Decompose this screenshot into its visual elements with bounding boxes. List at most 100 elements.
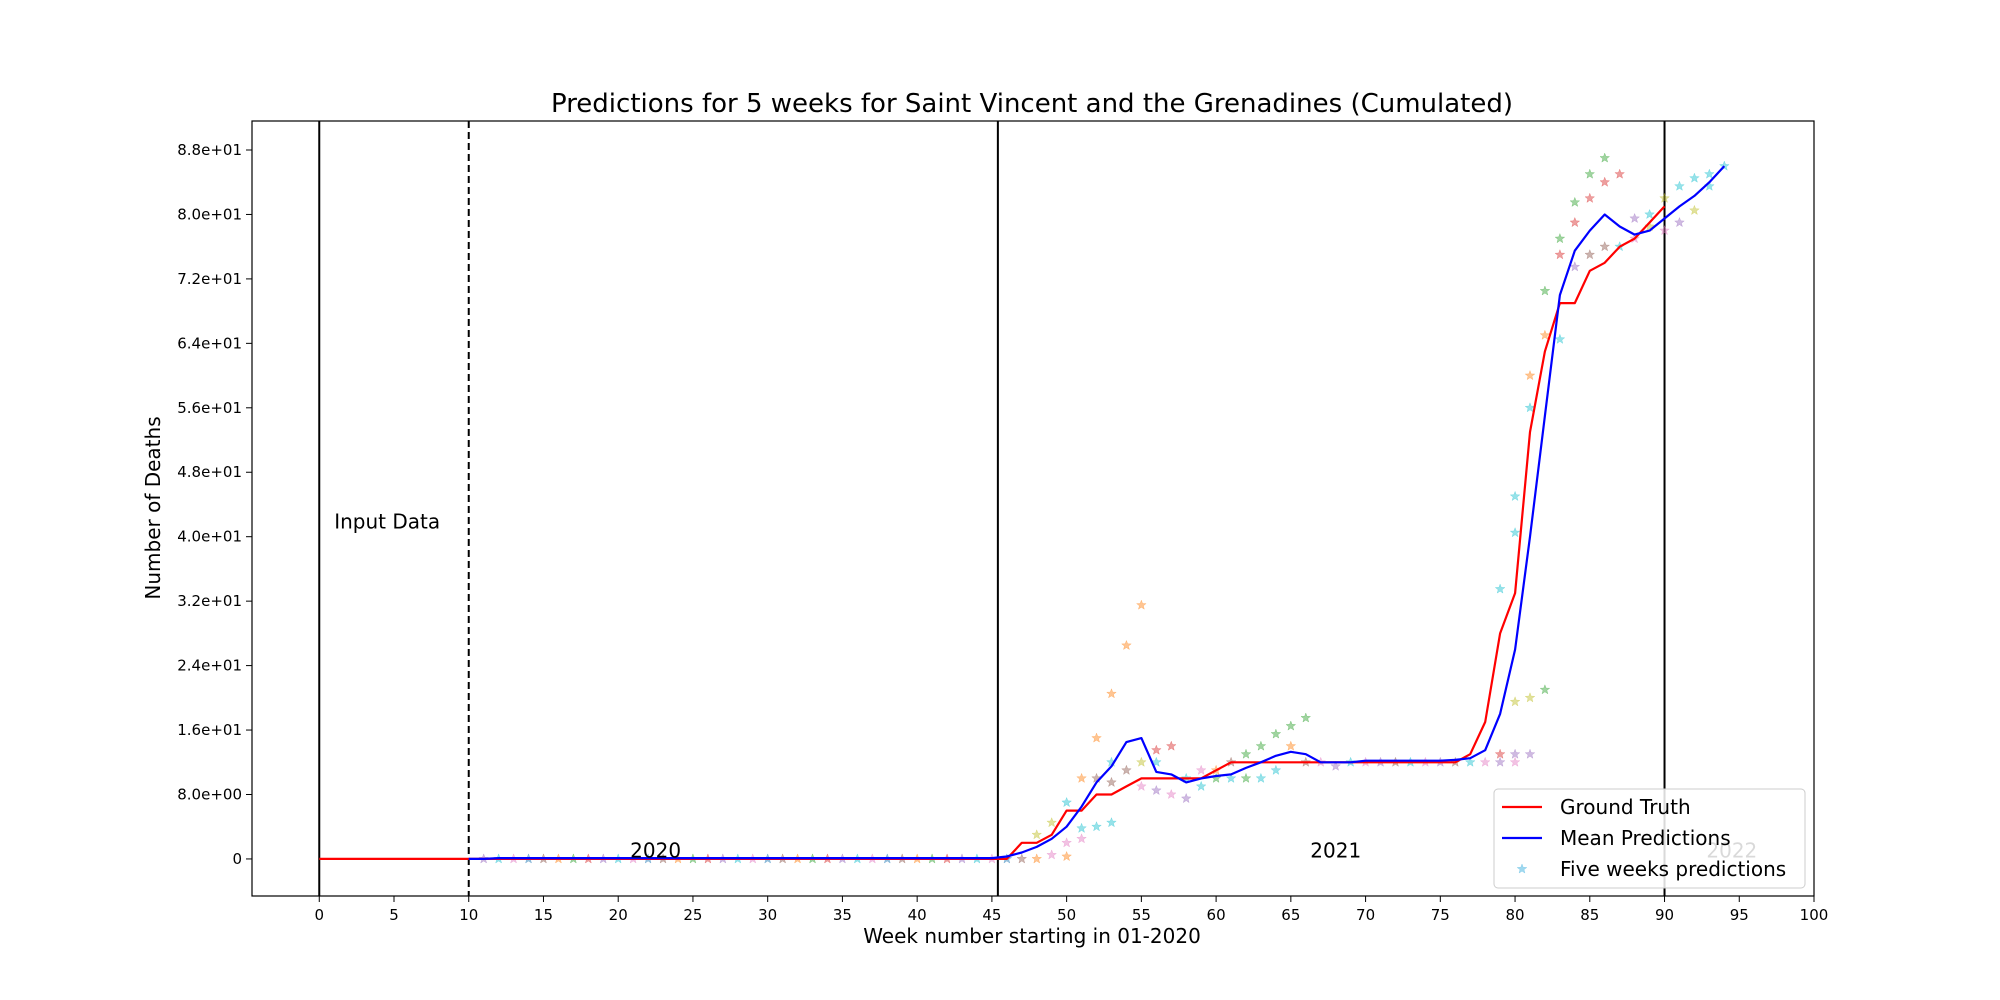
prediction-point <box>1195 764 1207 775</box>
prediction-point <box>1659 224 1670 236</box>
ground-truth-line <box>319 205 1666 861</box>
prediction-point <box>1509 526 1521 538</box>
legend-label: Five weeks predictions <box>1560 857 1786 881</box>
legend-label: Mean Predictions <box>1560 826 1731 850</box>
prediction-point <box>1464 756 1476 767</box>
y-tick-label: 8.0e+01 <box>177 205 242 223</box>
x-tick-label: 35 <box>833 906 852 924</box>
prediction-point <box>1165 740 1177 751</box>
prediction-point <box>1674 180 1685 191</box>
prediction-point <box>1300 712 1312 723</box>
prediction-point <box>1494 583 1506 594</box>
prediction-point <box>1644 208 1655 220</box>
prediction-point <box>1629 212 1641 224</box>
legend: Ground Truth Mean Predictions Five weeks p… <box>1493 788 1806 889</box>
prediction-point <box>1599 176 1611 187</box>
x-tick-label: 55 <box>1132 906 1151 924</box>
prediction-point <box>1076 833 1087 844</box>
prediction-point <box>1061 850 1073 862</box>
prediction-point <box>1569 196 1581 207</box>
prediction-point <box>1599 240 1611 252</box>
prediction-point <box>1270 764 1282 775</box>
prediction-point <box>1584 168 1596 179</box>
prediction-point <box>1509 490 1521 502</box>
y-axis-label: Number of Deaths <box>141 416 165 599</box>
x-axis-label: Week number starting in 01-2020 <box>863 924 1201 948</box>
x-tick-label: 65 <box>1281 906 1300 924</box>
prediction-point <box>1106 776 1117 788</box>
prediction-point <box>1659 192 1670 203</box>
x-tick-label: 95 <box>1730 906 1749 924</box>
prediction-point <box>1091 732 1102 743</box>
annotation: Input Data <box>334 510 440 534</box>
prediction-point <box>1106 816 1117 828</box>
prediction-point <box>1031 853 1043 864</box>
prediction-point <box>1524 402 1536 413</box>
prediction-point <box>1165 788 1177 800</box>
prediction-point <box>1061 837 1073 848</box>
plot-frame <box>251 120 1815 897</box>
prediction-point <box>1599 152 1611 163</box>
prediction-point <box>1674 216 1685 228</box>
y-tick-label: 4.0e+01 <box>177 528 242 546</box>
x-tick-label: 100 <box>1800 906 1829 924</box>
x-tick-label: 0 <box>314 906 324 924</box>
prediction-point <box>1076 822 1087 833</box>
x-tick-label: 15 <box>534 906 553 924</box>
y-tick-label: 1.6e+01 <box>177 721 242 739</box>
prediction-point <box>1569 261 1581 272</box>
prediction-point <box>1330 760 1342 771</box>
prediction-point <box>1150 784 1162 796</box>
prediction-point <box>1584 248 1596 260</box>
prediction-point <box>1061 796 1073 808</box>
prediction-point <box>1509 756 1521 767</box>
y-tick-label: 3.2e+01 <box>177 592 242 610</box>
x-tick-label: 90 <box>1655 906 1674 924</box>
prediction-point <box>1195 780 1207 792</box>
annotation: 2021 <box>1310 838 1361 862</box>
y-tick-label: 8.8e+01 <box>177 141 242 159</box>
x-tick-label: 85 <box>1580 906 1599 924</box>
prediction-point <box>1091 820 1102 832</box>
prediction-point <box>1076 772 1087 783</box>
x-tick-label: 60 <box>1207 906 1226 924</box>
x-tick-label: 75 <box>1431 906 1450 924</box>
prediction-point <box>1255 740 1267 751</box>
prediction-point <box>1494 748 1506 759</box>
legend-marker <box>1516 863 1528 874</box>
prediction-point <box>1718 160 1730 171</box>
chart-title: Predictions for 5 weeks for Saint Vincen… <box>551 89 1513 119</box>
prediction-point <box>1106 688 1117 699</box>
x-tick-label: 20 <box>609 906 628 924</box>
prediction-point <box>1509 696 1521 707</box>
plot-area: 0 5 10 15 20 25 30 35 40 45 50 55 60 65 70 75 80 85 90 95 10… <box>177 120 1829 924</box>
y-tick-label: 4.8e+01 <box>177 463 242 481</box>
prediction-point <box>1509 748 1521 759</box>
prediction-point <box>1524 748 1536 759</box>
x-tick-label: 5 <box>389 906 399 924</box>
prediction-point <box>1135 756 1147 767</box>
x-tick-label: 30 <box>758 906 777 924</box>
legend-label: Ground Truth <box>1560 795 1691 819</box>
prediction-point <box>1703 168 1715 179</box>
x-tick-label: 45 <box>982 906 1001 924</box>
prediction-point <box>1091 772 1102 783</box>
prediction-point <box>1046 816 1058 828</box>
prediction-point <box>1135 599 1147 610</box>
annotation: 2020 <box>630 838 681 862</box>
prediction-point <box>1584 192 1596 203</box>
prediction-point <box>1539 329 1551 340</box>
mean-predictions-line <box>468 165 1726 861</box>
y-tick-label: 8.0e+00 <box>177 785 242 803</box>
x-tick-label: 80 <box>1506 906 1525 924</box>
prediction-point <box>1225 772 1237 783</box>
prediction-point <box>1240 748 1252 759</box>
x-tick-label: 10 <box>459 906 478 924</box>
y-tick-label: 5.6e+01 <box>177 399 242 417</box>
x-tick-label: 25 <box>683 906 702 924</box>
prediction-point <box>1494 756 1506 767</box>
prediction-point <box>1689 204 1700 216</box>
y-tick-label: 7.2e+01 <box>177 270 242 288</box>
prediction-point <box>1524 369 1536 381</box>
prediction-point <box>1121 764 1132 775</box>
